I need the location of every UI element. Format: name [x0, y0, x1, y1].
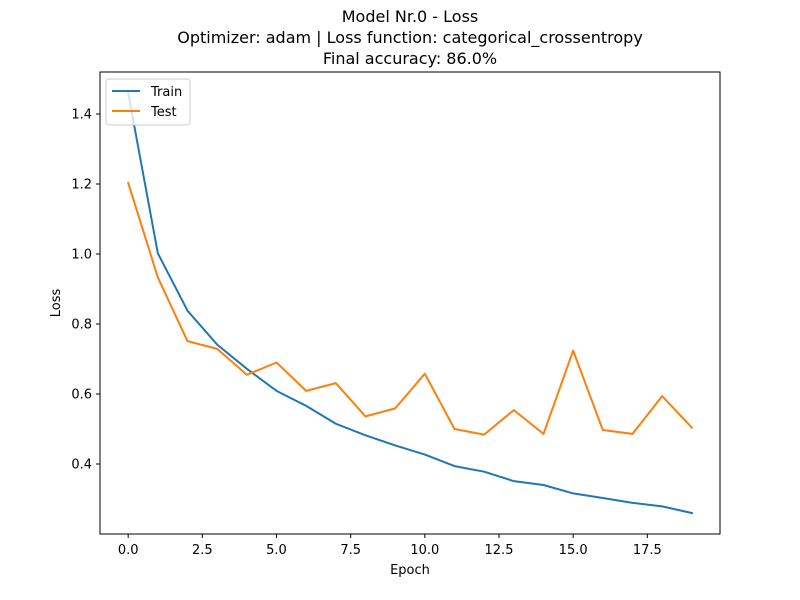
series-layer [126, 91, 694, 515]
x-axis-label: Epoch [390, 563, 430, 578]
legend: Train Test [105, 78, 191, 126]
x-axis-ticks: 0.0 2.5 5.0 7.5 10.0 12.5 15.0 17.5 [118, 534, 662, 558]
title-line-1: Model Nr.0 - Loss [342, 7, 479, 26]
series-line-test [126, 181, 694, 436]
y-axis-ticks: 0.4 0.6 0.8 1.0 1.2 1.4 [71, 108, 100, 473]
y-tick-label: 1.0 [71, 248, 92, 263]
y-axis-label: Loss [49, 289, 64, 318]
y-tick-label: 0.6 [71, 388, 92, 403]
x-tick-label: 0.0 [118, 543, 139, 558]
legend-label-train: Train [150, 85, 182, 100]
y-tick-label: 0.4 [71, 458, 92, 473]
x-tick-label: 10.0 [410, 543, 439, 558]
plot-frame [99, 71, 721, 535]
y-tick-label: 0.8 [71, 318, 92, 333]
plot-area [100, 72, 720, 534]
x-tick-label: 15.0 [559, 543, 588, 558]
chart-title: Model Nr.0 - Loss Optimizer: adam | Loss… [177, 7, 643, 68]
title-line-3: Final accuracy: 86.0% [323, 49, 497, 68]
y-tick-label: 1.4 [71, 108, 92, 123]
x-tick-label: 17.5 [633, 543, 662, 558]
y-tick-label: 1.2 [71, 178, 92, 193]
x-tick-label: 7.5 [340, 543, 361, 558]
x-tick-label: 2.5 [192, 543, 213, 558]
legend-label-test: Test [150, 105, 177, 120]
x-tick-label: 5.0 [266, 543, 287, 558]
title-line-2: Optimizer: adam | Loss function: categor… [177, 28, 643, 48]
x-tick-label: 12.5 [485, 543, 514, 558]
series-line-train [127, 91, 694, 515]
